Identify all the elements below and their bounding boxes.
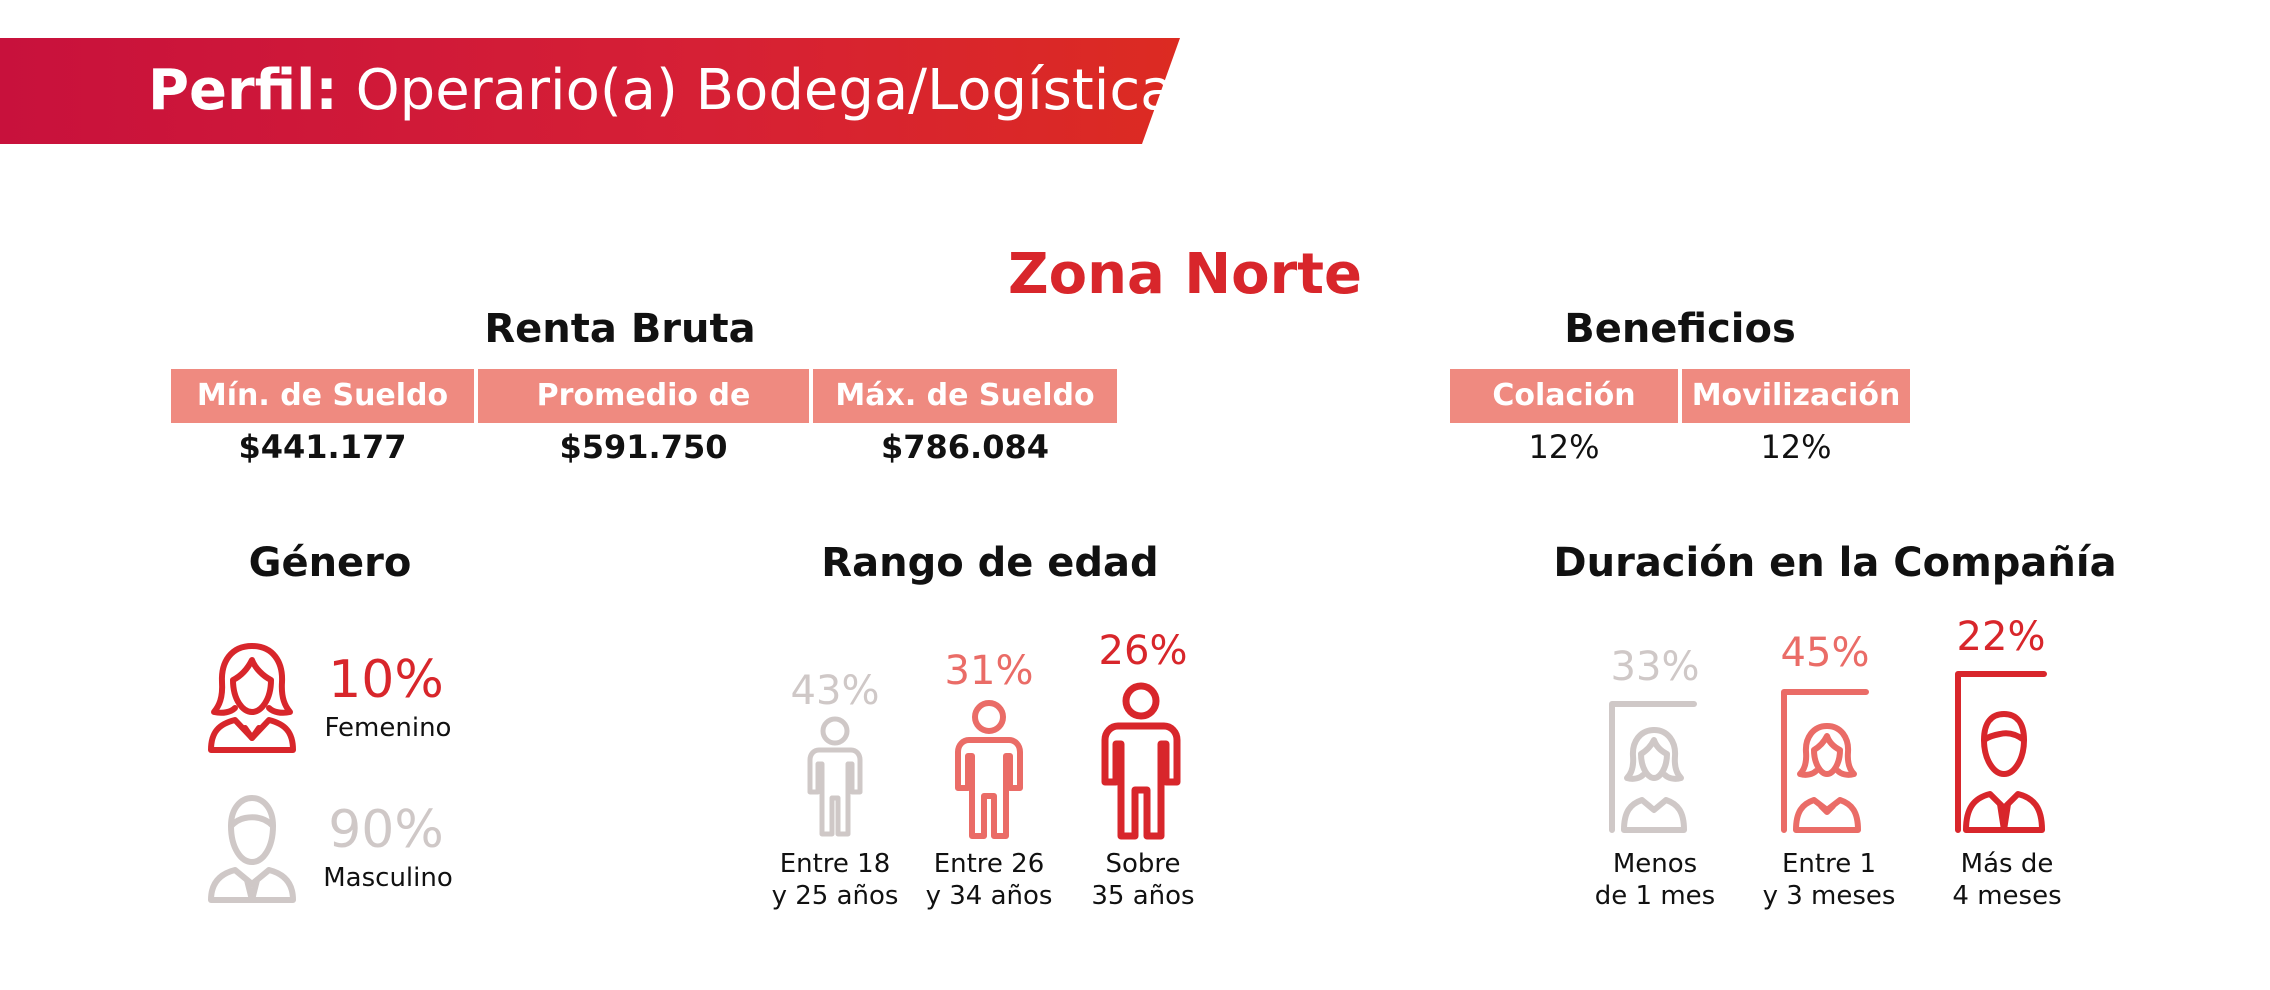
edad-35-plus-percent: 26%: [1098, 628, 1188, 674]
duracion-1-3-label: Entre 1 y 3 meses: [1762, 848, 1896, 912]
duracion-mas-4-line1: Más de: [1960, 849, 2054, 879]
masculino-label: Masculino: [323, 863, 453, 893]
edad-26-34-percent: 31%: [944, 648, 1034, 694]
duracion-menos-1-line2: de 1 mes: [1594, 881, 1716, 911]
max-sueldo-value: $786.084: [880, 428, 1049, 466]
man-portrait-red-icon: [1955, 671, 2047, 833]
duracion-mas-4-label: Más de 4 meses: [1940, 848, 2074, 912]
duracion-menos-1-label: Menos de 1 mes: [1588, 848, 1722, 912]
person-small-icon: [807, 716, 863, 837]
min-sueldo-value: $441.177: [238, 428, 407, 466]
masculino-percent: 90%: [328, 800, 444, 860]
renta-bruta-title: Renta Bruta: [484, 306, 756, 352]
edad-35-plus-line2: 35 años: [1091, 881, 1195, 911]
person-large-icon: [1101, 682, 1181, 840]
femenino-percent: 10%: [328, 650, 444, 710]
page-title: Perfil: Operario(a) Bodega/Logística: [148, 50, 1174, 132]
edad-35-plus-line1: Sobre: [1105, 849, 1181, 879]
duracion-title: Duración en la Compañía: [1553, 540, 2117, 586]
edad-26-34-line1: Entre 26: [933, 849, 1045, 879]
duracion-1-3-percent: 45%: [1780, 630, 1870, 676]
man-avatar-icon: [208, 795, 296, 903]
duracion-mas-4-line2: 4 meses: [1952, 881, 2062, 911]
edad-18-25-line1: Entre 18: [779, 849, 891, 879]
person-medium-icon: [955, 700, 1023, 839]
edad-26-34-line2: y 34 años: [925, 881, 1053, 911]
genero-title: Género: [248, 540, 412, 586]
femenino-label: Femenino: [324, 713, 452, 743]
edad-18-25-label: Entre 18 y 25 años: [768, 848, 902, 912]
duracion-1-3-line1: Entre 1: [1781, 849, 1877, 879]
colacion-value: 12%: [1528, 428, 1600, 466]
edad-18-25-line2: y 25 años: [771, 881, 899, 911]
movilizacion-header: Movilización: [1682, 369, 1910, 423]
promedio-sueldo-header: Promedio de Sueldo: [478, 369, 809, 467]
woman-portrait-pink-icon: [1781, 689, 1869, 833]
title-profile: Operario(a) Bodega/Logística: [355, 58, 1175, 123]
promedio-sueldo-value: $591.750: [559, 428, 728, 466]
beneficios-title: Beneficios: [1564, 306, 1796, 352]
title-banner: [0, 38, 1180, 144]
duracion-menos-1-line1: Menos: [1612, 849, 1698, 879]
duracion-menos-1-percent: 33%: [1610, 644, 1700, 690]
rango-edad-title: Rango de edad: [821, 540, 1159, 586]
duracion-1-3-line2: y 3 meses: [1762, 881, 1896, 911]
edad-26-34-label: Entre 26 y 34 años: [922, 848, 1056, 912]
min-sueldo-header: Mín. de Sueldo: [171, 369, 474, 423]
max-sueldo-header: Máx. de Sueldo: [813, 369, 1117, 423]
title-prefix: Perfil:: [148, 58, 338, 123]
woman-portrait-grey-icon: [1609, 701, 1697, 833]
edad-35-plus-label: Sobre 35 años: [1076, 848, 1210, 912]
edad-18-25-percent: 43%: [790, 668, 880, 714]
woman-avatar-icon: [208, 643, 296, 753]
colacion-header: Colación: [1450, 369, 1678, 423]
movilizacion-value: 12%: [1760, 428, 1832, 466]
duracion-mas-4-percent: 22%: [1956, 614, 2046, 660]
zone-title: Zona Norte: [1008, 242, 1362, 307]
